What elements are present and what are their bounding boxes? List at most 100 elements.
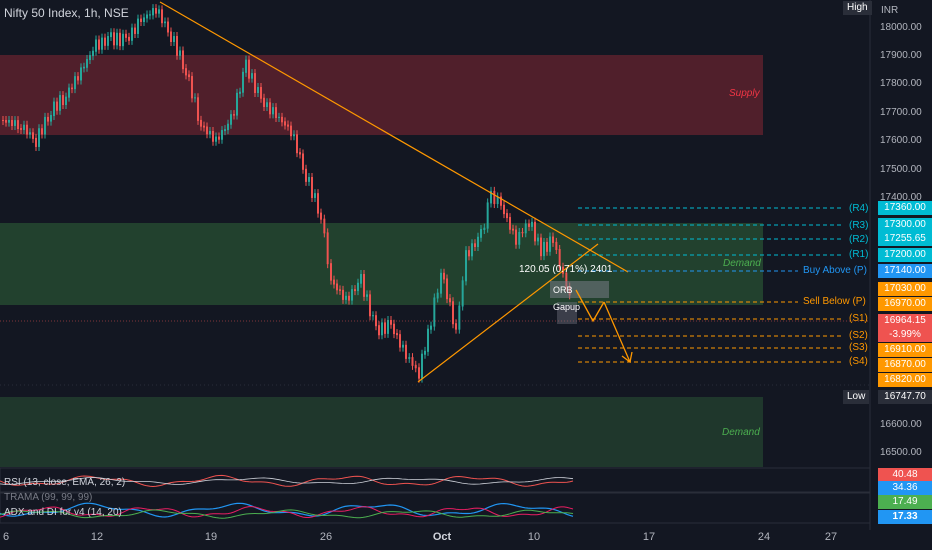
time-tick: 19 [204,531,218,543]
candle-body [311,177,313,198]
candle-body [152,8,154,16]
last-price: 16964.15 [878,314,932,328]
candle-body [486,202,489,229]
candle-body [233,114,235,116]
rsi-ema-value: 34.36 [878,481,932,495]
price-tick: 17900.00 [880,50,922,61]
candle-body [245,59,247,73]
candle-body [333,279,335,285]
candle-body [372,315,374,317]
low-label: Low [843,390,870,404]
candle-body [125,33,127,38]
adx-label[interactable]: ADX and DI for v4 (14, 20) [4,507,122,518]
time-tick: 17 [642,531,656,543]
low-price: 16747.70 [878,390,932,404]
time-tick: 12 [90,531,104,543]
candle-body [230,114,232,125]
candle-body [342,289,344,300]
candle-body [440,272,442,294]
candle-body [503,204,505,215]
candle-body [500,196,502,206]
candle-body [209,130,211,135]
candle-body [2,120,4,121]
candle-body [455,323,457,330]
measure-label: 120.05 (0.71%) 2401 [519,264,613,275]
candle-body [95,39,97,52]
candle-body [339,289,341,291]
candle-body [424,350,426,355]
candle-body [254,73,256,93]
candle-body [5,120,7,123]
candle-body [206,126,208,135]
price-tick: 17400.00 [880,192,922,203]
candle-body [543,241,545,257]
candle-body [14,120,16,126]
s2-label: (S2) [849,330,868,341]
candle-body [320,212,322,220]
candles [2,4,571,383]
candle-body [496,196,499,205]
candle-body [408,357,411,359]
supply-zone-label: Supply [729,88,760,99]
price-tick: 18000.00 [880,22,922,33]
candle-body [348,295,350,301]
time-tick: 6 [2,531,10,543]
candle-body [534,221,536,242]
chart-title[interactable]: Nifty 50 Index, 1h, NSE [4,6,129,20]
s2-price: 16910.00 [878,343,932,357]
candle-body [20,128,22,130]
candle-body [26,124,28,135]
time-tick: Oct [432,531,452,543]
candle-body [278,116,280,118]
candle-body [558,249,561,268]
adx-value: 17.33 [878,510,932,524]
candle-body [164,21,166,24]
price-tick: 16600.00 [880,419,922,430]
candle-body [515,229,517,245]
candle-body [430,325,432,330]
candle-body [38,128,40,147]
gapup-label: Gapup [553,302,581,312]
candle-body [427,328,429,352]
candle-body [528,223,530,227]
candle-body [146,14,148,19]
demand-zone-label-lower: Demand [722,427,760,438]
candle-body [414,364,417,369]
rsi-value: 40.48 [878,468,932,482]
s1-label: (S1) [849,313,868,324]
candle-body [393,323,395,335]
candle-body [302,153,304,170]
candle-body [308,177,310,182]
candle-body [200,119,202,127]
candle-body [101,37,103,50]
r2-price: 17255.65 [878,232,932,246]
candle-body [323,218,326,234]
r4-label: (R4) [849,203,869,214]
candle-body [212,130,214,142]
candle-body [452,301,454,325]
candle-body [248,59,250,79]
candle-body [149,14,151,16]
candle-body [351,289,353,301]
candle-body [83,66,85,69]
candle-body [512,228,514,231]
candle-body [518,231,521,245]
candle-body [47,116,49,122]
orb-label: ORB [553,285,573,295]
candle-body [176,36,178,56]
candle-body [185,68,187,76]
time-tick: 27 [824,531,838,543]
candle-body [390,320,392,325]
candle-body [305,168,307,182]
rsi-label[interactable]: RSI (13, close, EMA, 26, 2) [4,477,126,488]
price-tick: 17600.00 [880,135,922,146]
ascending-trendline [417,243,599,383]
sell-price: 16970.00 [878,297,932,311]
trama-label[interactable]: TRAMA (99, 99, 99) [4,492,93,503]
candle-body [531,221,533,227]
candle-body [281,116,283,123]
candle-body [143,17,145,23]
candle-body [218,136,220,140]
demand-zone-upper [0,223,763,305]
